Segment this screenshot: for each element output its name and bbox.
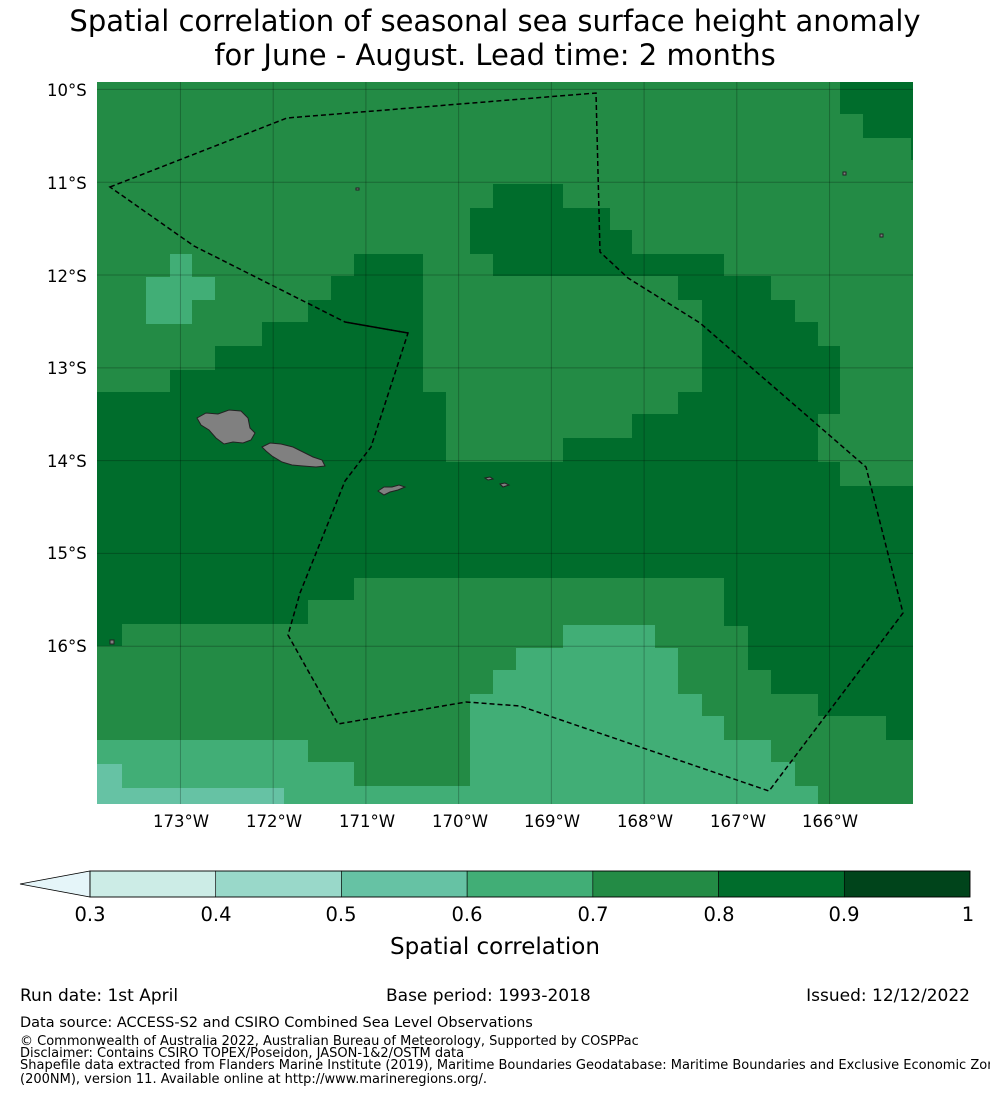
lon-label: 171°W xyxy=(339,812,395,831)
lon-labels: 173°W 172°W 171°W 170°W 169°W 168°W 167°… xyxy=(153,812,858,831)
colorbar-outline xyxy=(89,870,971,898)
colorbar-under-arrow xyxy=(19,870,91,898)
data-source: Data source: ACCESS-S2 and CSIRO Combine… xyxy=(20,1015,533,1031)
island-upolu xyxy=(261,442,326,468)
colorbar-segment xyxy=(89,870,217,898)
colorbar-segments xyxy=(89,870,971,898)
copyright: © Commonwealth of Australia 2022, Austra… xyxy=(20,1034,639,1049)
lat-labels: 10°S 11°S 12°S 13°S 14°S 15°S 16°S xyxy=(47,81,87,656)
lat-label: 11°S xyxy=(47,174,87,193)
field-patch-ne xyxy=(840,82,913,160)
gridlines xyxy=(97,82,913,804)
island-tutuila xyxy=(377,484,407,496)
lon-label: 170°W xyxy=(432,812,488,831)
correlation-field xyxy=(97,82,913,804)
colorbar-tick: 0.7 xyxy=(577,903,608,926)
colorbar-label: Spatial correlation xyxy=(390,934,600,960)
land-masses xyxy=(109,171,884,645)
island-north-east-2 xyxy=(879,233,884,238)
colorbar-segment xyxy=(215,870,342,898)
shapefile-credit-2: (200NM), version 11. Available online at… xyxy=(20,1072,488,1087)
colorbar-segment xyxy=(592,870,719,898)
colorbar-tick: 0.3 xyxy=(74,903,105,926)
island-savaii xyxy=(196,409,256,445)
colorbar-segment xyxy=(466,870,594,898)
lon-label: 167°W xyxy=(710,812,766,831)
colorbar-ticks: 0.3 0.4 0.5 0.6 0.7 0.8 0.9 1 xyxy=(74,903,974,926)
field-patch-west xyxy=(146,254,215,324)
eez-boundaries xyxy=(108,92,904,792)
colorbar-tick: 0.4 xyxy=(200,903,231,926)
eez-boundary-divider xyxy=(344,321,409,334)
lon-label: 172°W xyxy=(246,812,302,831)
title-line-1: Spatial correlation of seasonal sea surf… xyxy=(69,4,921,38)
island-ofu xyxy=(483,476,495,481)
lat-label: 14°S xyxy=(47,452,87,471)
run-date: Run date: 1st April xyxy=(20,986,179,1006)
lon-label: 169°W xyxy=(524,812,580,831)
island-north-east-1 xyxy=(842,171,847,176)
issued-date: Issued: 12/12/2022 xyxy=(806,986,970,1006)
colorbar-tick: 0.5 xyxy=(325,903,356,926)
lon-label: 173°W xyxy=(153,812,209,831)
field-patch-corner xyxy=(97,764,284,804)
colorbar-tick: 0.8 xyxy=(703,903,734,926)
lat-label: 12°S xyxy=(47,267,87,286)
colorbar-segment xyxy=(341,870,468,898)
lon-label: 166°W xyxy=(802,812,858,831)
lat-label: 13°S xyxy=(47,359,87,378)
colorbar-tick: 0.9 xyxy=(828,903,859,926)
colorbar-segment xyxy=(843,870,971,898)
eez-boundary-samoa xyxy=(108,92,904,792)
island-swains xyxy=(355,187,360,191)
field-band-dark xyxy=(97,184,913,740)
colorbar-segment xyxy=(718,870,845,898)
shapefile-credit-1: Shapefile data extracted from Flanders M… xyxy=(20,1058,990,1073)
lat-label: 10°S xyxy=(47,81,87,100)
island-west xyxy=(109,639,115,645)
disclaimer: Disclaimer: Contains CSIRO TOPEX/Poseido… xyxy=(20,1046,465,1061)
lat-label: 16°S xyxy=(47,637,87,656)
colorbar-tick: 1 xyxy=(962,903,974,926)
base-period: Base period: 1993-2018 xyxy=(386,986,591,1006)
map-title: Spatial correlation of seasonal sea surf… xyxy=(0,4,990,72)
colorbar: 0.3 0.4 0.5 0.6 0.7 0.8 0.9 1 Spatial co… xyxy=(19,870,974,960)
island-tau xyxy=(498,482,511,488)
field-patch-south xyxy=(470,625,818,804)
title-line-2: for June - August. Lead time: 2 months xyxy=(214,38,776,72)
lon-label: 168°W xyxy=(617,812,673,831)
lat-label: 15°S xyxy=(47,544,87,563)
colorbar-tick: 0.6 xyxy=(451,903,482,926)
